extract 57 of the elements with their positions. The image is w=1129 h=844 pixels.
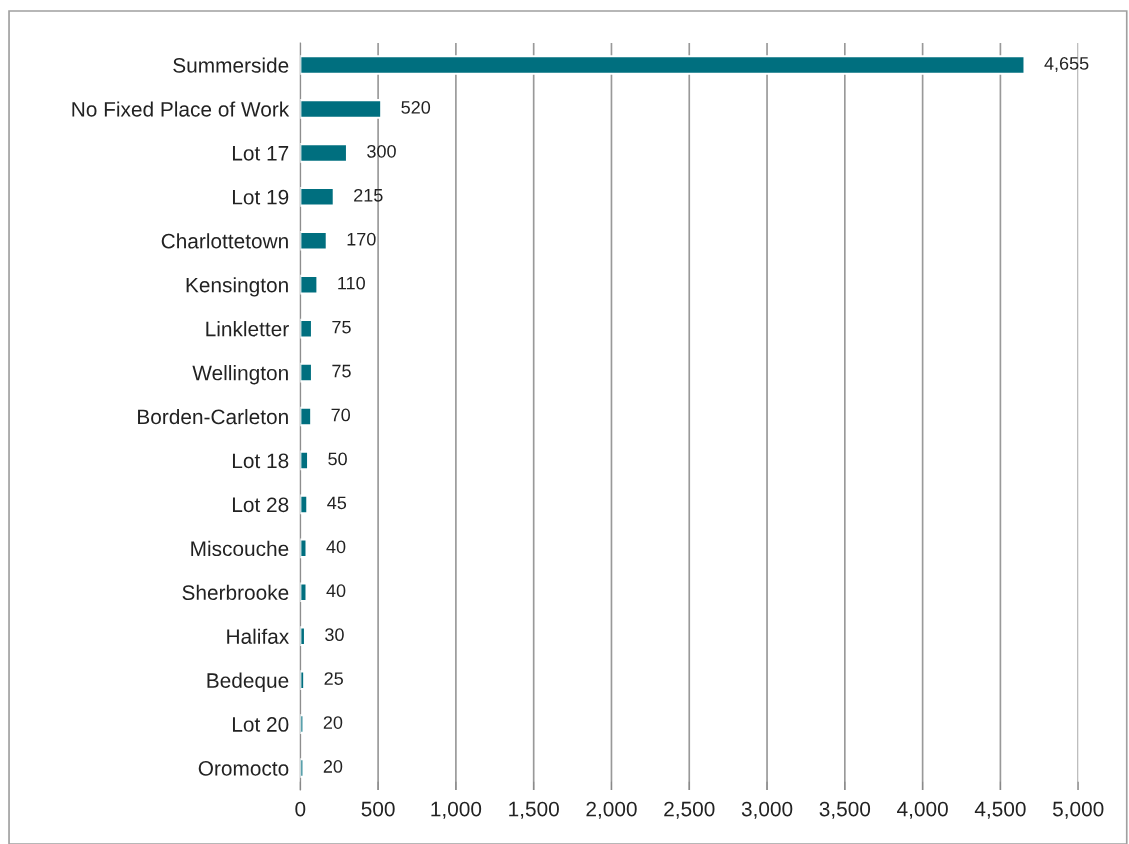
data-label: 25 (324, 672, 343, 685)
x-tick-label: 5,000 (1052, 801, 1104, 819)
x-tick-label: 2,000 (586, 801, 637, 819)
y-tick-label: Lot 20 (233, 717, 289, 732)
bar (300, 406, 313, 427)
x-tick-label: 3,500 (819, 801, 871, 819)
y-tick-label: Wellington (192, 365, 288, 385)
x-tick-label: 4,000 (897, 801, 948, 819)
x-tick-label: 2,500 (664, 801, 715, 819)
data-label: 40 (326, 584, 346, 598)
y-tick-label: Lot 17 (233, 146, 289, 161)
y-tick-label: Lot 19 (233, 189, 289, 205)
y-tick-label: Halifax (227, 628, 289, 644)
y-tick-label: Bedeque (207, 672, 289, 693)
data-label: 300 (367, 144, 396, 158)
x-tick-label: 4,500 (974, 801, 1026, 819)
data-label: 20 (323, 760, 343, 773)
bar (300, 55, 1026, 75)
y-tick-label: Sherbrooke (182, 584, 289, 601)
y-tick-label: Summerside (173, 57, 289, 73)
y-tick-label: Miscouche (191, 540, 289, 557)
data-label: 520 (401, 101, 431, 114)
y-tick-label: Lot 28 (233, 497, 289, 513)
x-tick-label: 1,000 (431, 801, 482, 819)
bar (300, 538, 308, 559)
y-tick-label: Oromocto (198, 761, 289, 776)
data-label: 30 (325, 628, 344, 642)
y-tick-label: Kensington (186, 277, 288, 297)
data-label: 45 (327, 496, 347, 510)
y-tick-label: Linkletter (206, 321, 289, 337)
y-tick-label: Borden-Carleton (138, 408, 288, 425)
bar (300, 143, 349, 163)
data-label: 215 (354, 188, 383, 202)
bar (300, 626, 307, 647)
bar (300, 230, 328, 251)
y-tick-label: Charlottetown (161, 233, 288, 249)
x-tick-label: 0 (295, 801, 306, 817)
x-tick-label: 500 (361, 801, 395, 817)
x-tick-label: 3,000 (741, 801, 793, 819)
data-label: 75 (332, 364, 351, 378)
data-label: 20 (323, 716, 343, 729)
y-tick-label: No Fixed Place of Work (72, 101, 290, 117)
bar (300, 582, 308, 603)
x-tick-label: 1,500 (509, 801, 559, 819)
y-tick-label: Lot 18 (233, 453, 289, 469)
bar (300, 99, 383, 119)
data-label: 70 (331, 408, 351, 422)
data-label: 4,655 (1044, 57, 1089, 72)
data-label: 75 (332, 320, 351, 334)
data-label: 170 (347, 232, 376, 246)
bar (300, 318, 314, 339)
data-label: 110 (338, 276, 365, 290)
bar (300, 187, 335, 207)
bar (300, 362, 314, 383)
bar (300, 274, 319, 295)
data-label: 40 (326, 540, 346, 554)
data-label: 50 (328, 452, 347, 466)
